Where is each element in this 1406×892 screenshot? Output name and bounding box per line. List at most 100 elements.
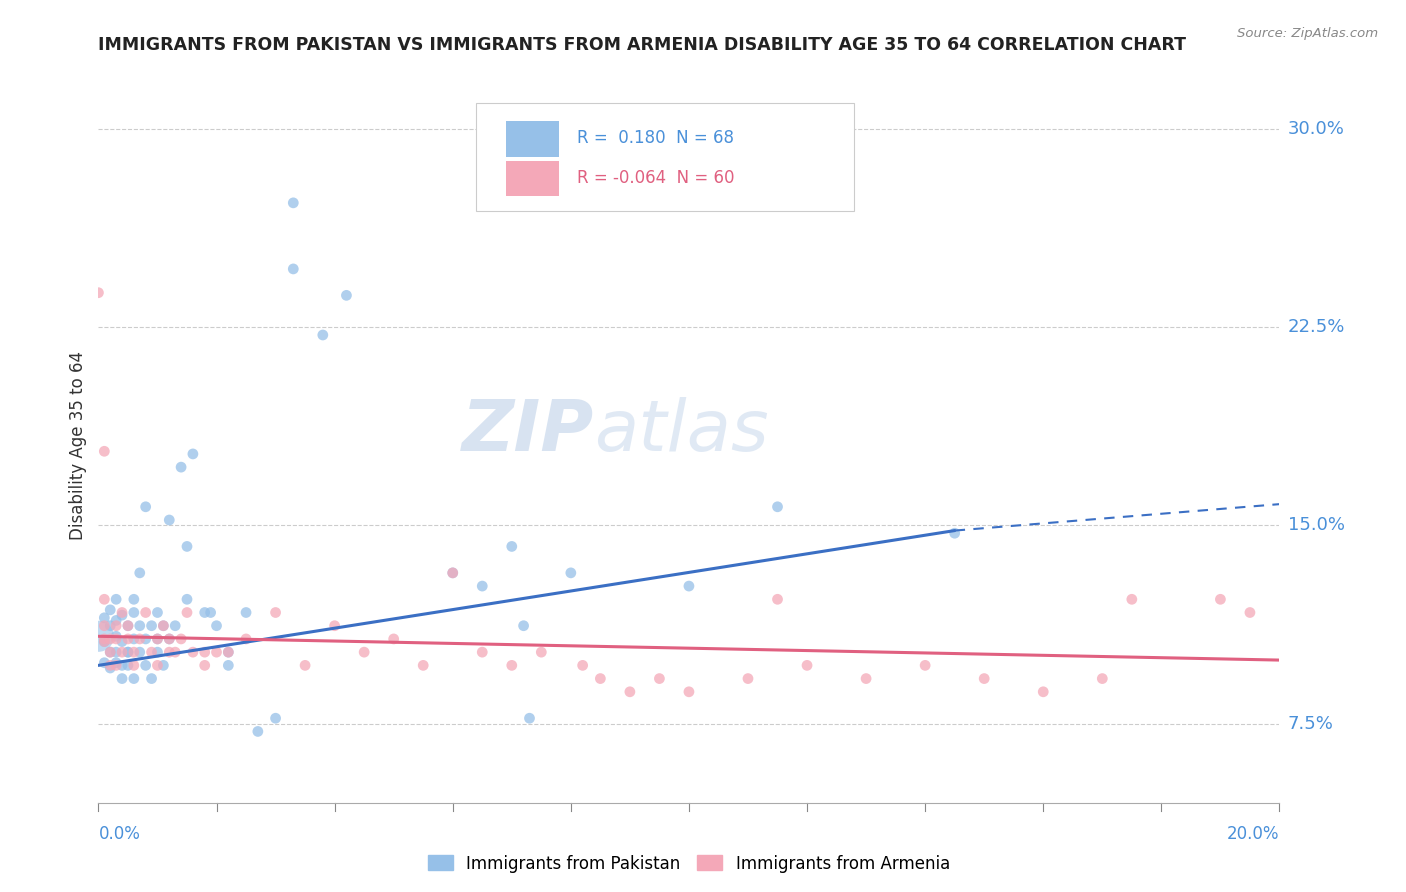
Point	[93, 611, 115, 625]
Point	[93, 632, 115, 646]
Point	[264, 606, 287, 620]
Text: 0.0%: 0.0%	[98, 825, 141, 843]
Point	[165, 618, 187, 632]
Bar	[506, 121, 560, 157]
Point	[87, 285, 110, 300]
Point	[111, 606, 134, 620]
Text: atlas: atlas	[595, 397, 769, 467]
Text: 15.0%: 15.0%	[1288, 516, 1344, 534]
Point	[135, 632, 157, 646]
Point	[283, 261, 305, 276]
Point	[678, 579, 700, 593]
Point	[766, 592, 789, 607]
Bar	[506, 161, 560, 196]
Point	[157, 513, 180, 527]
Point	[194, 658, 217, 673]
Point	[335, 288, 357, 302]
Point	[1239, 606, 1261, 620]
Point	[217, 645, 239, 659]
Point	[117, 618, 139, 632]
Point	[146, 632, 169, 646]
Point	[737, 672, 759, 686]
Point	[530, 645, 553, 659]
Point	[93, 656, 115, 670]
Point	[294, 658, 316, 673]
Point	[382, 632, 405, 646]
Point	[441, 566, 464, 580]
Point	[122, 672, 145, 686]
Point	[170, 460, 193, 475]
Point	[176, 592, 198, 607]
Point	[170, 632, 193, 646]
Point	[194, 606, 217, 620]
Point	[412, 658, 434, 673]
Point	[973, 672, 995, 686]
Point	[157, 645, 180, 659]
Point	[141, 672, 163, 686]
Text: IMMIGRANTS FROM PAKISTAN VS IMMIGRANTS FROM ARMENIA DISABILITY AGE 35 TO 64 CORR: IMMIGRANTS FROM PAKISTAN VS IMMIGRANTS F…	[98, 36, 1187, 54]
Text: R = -0.064  N = 60: R = -0.064 N = 60	[576, 169, 734, 186]
Point	[560, 566, 582, 580]
Point	[264, 711, 287, 725]
Point	[194, 645, 217, 659]
Point	[135, 606, 157, 620]
Point	[246, 724, 269, 739]
Point	[128, 632, 150, 646]
Point	[122, 632, 145, 646]
Point	[111, 658, 134, 673]
Point	[353, 645, 375, 659]
Point	[855, 672, 877, 686]
Point	[152, 618, 174, 632]
Point	[152, 618, 174, 632]
Point	[914, 658, 936, 673]
Point	[128, 618, 150, 632]
Point	[105, 629, 128, 643]
Text: R =  0.180  N = 68: R = 0.180 N = 68	[576, 129, 734, 147]
Point	[1032, 685, 1054, 699]
Point	[98, 645, 121, 659]
Point	[93, 634, 115, 648]
Point	[648, 672, 671, 686]
Point	[235, 606, 257, 620]
Point	[117, 645, 139, 659]
Point	[796, 658, 818, 673]
Point	[619, 685, 641, 699]
Legend: Immigrants from Pakistan, Immigrants from Armenia: Immigrants from Pakistan, Immigrants fro…	[422, 848, 956, 880]
Text: 7.5%: 7.5%	[1288, 714, 1334, 732]
Point	[146, 632, 169, 646]
Point	[471, 645, 494, 659]
Point	[122, 606, 145, 620]
Point	[181, 447, 204, 461]
Point	[217, 658, 239, 673]
Point	[93, 634, 115, 648]
Point	[152, 658, 174, 673]
Point	[146, 645, 169, 659]
Point	[441, 566, 464, 580]
Point	[512, 618, 534, 632]
Point	[141, 645, 163, 659]
Point	[105, 618, 128, 632]
Point	[157, 632, 180, 646]
Point	[98, 661, 121, 675]
Point	[323, 618, 346, 632]
Point	[93, 592, 115, 607]
Point	[98, 632, 121, 646]
Point	[111, 608, 134, 623]
Point	[571, 658, 593, 673]
Point	[87, 629, 110, 643]
Point	[117, 632, 139, 646]
Point	[501, 658, 523, 673]
Point	[235, 632, 257, 646]
Point	[176, 540, 198, 554]
Point	[146, 658, 169, 673]
Point	[141, 618, 163, 632]
Point	[1121, 592, 1143, 607]
Point	[111, 645, 134, 659]
Point	[105, 592, 128, 607]
Point	[105, 645, 128, 659]
Point	[128, 566, 150, 580]
Point	[93, 618, 115, 632]
Text: ZIP: ZIP	[463, 397, 595, 467]
Point	[98, 645, 121, 659]
Point	[105, 614, 128, 628]
